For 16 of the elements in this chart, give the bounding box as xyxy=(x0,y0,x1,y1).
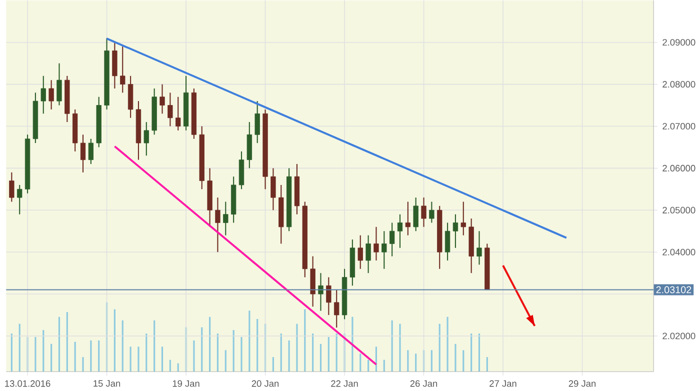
x-tick-label: 20 Jan xyxy=(252,380,279,387)
y-tick-label: 2.05000 xyxy=(662,206,696,214)
y-tick-label: 2.04000 xyxy=(662,248,696,256)
x-tick-label: 22 Jan xyxy=(331,380,358,387)
x-tick-label: 27 Jan xyxy=(490,380,516,387)
y-tick-label: 2.07000 xyxy=(662,122,696,130)
x-tick-label: 19 Jan xyxy=(172,380,200,387)
y-tick-label: 2.02000 xyxy=(662,332,696,340)
x-tick-label: 13.01.2016 xyxy=(5,380,50,387)
x-tick-label: 15 Jan xyxy=(94,380,120,387)
y-tick-label: 2.06000 xyxy=(662,164,696,172)
y-tick-label: 2.08000 xyxy=(662,80,696,88)
x-tick-label: 29 Jan xyxy=(568,380,596,387)
ref-line-label: 2.03102 xyxy=(656,286,692,294)
y-tick-label: 2.09000 xyxy=(662,38,696,46)
x-tick-label: 26 Jan xyxy=(410,380,438,387)
